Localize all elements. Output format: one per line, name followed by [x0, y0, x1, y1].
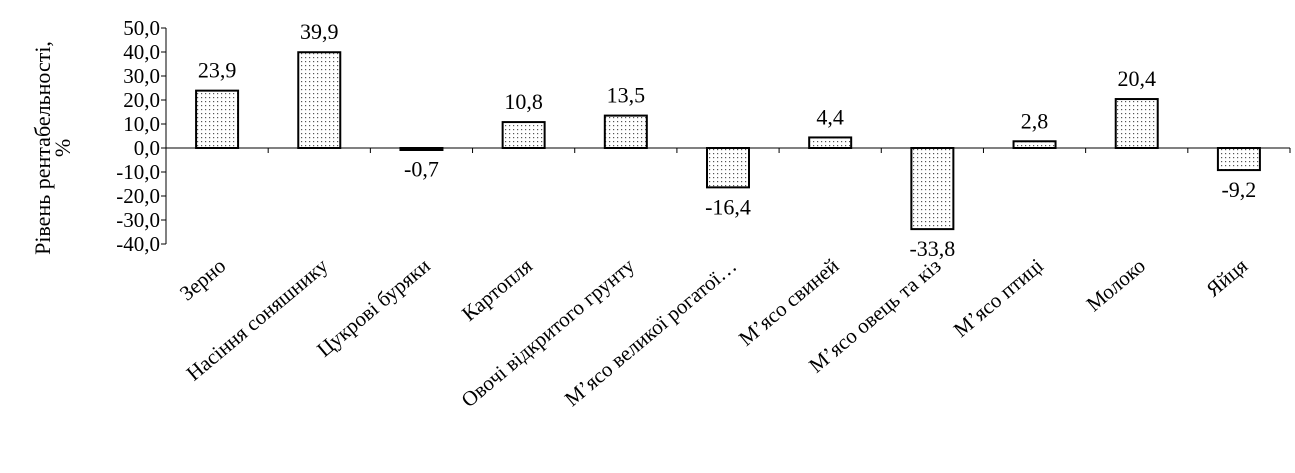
data-label: -0,7	[404, 157, 439, 182]
bar	[1114, 98, 1159, 149]
data-label: 13,5	[607, 83, 646, 108]
bar	[603, 114, 648, 149]
category-label: Зерно	[175, 253, 230, 305]
y-tick-label: 30,0	[123, 64, 160, 88]
category-label: Овочі відкритого грунту	[456, 253, 639, 412]
y-tick-label: -40,0	[116, 232, 160, 256]
data-label: -16,4	[705, 194, 751, 219]
data-label: 23,9	[198, 58, 237, 83]
data-label: 4,4	[816, 104, 844, 129]
y-tick-label: -10,0	[116, 160, 160, 184]
bar	[1216, 147, 1261, 172]
category-label: Яйця	[1201, 253, 1252, 301]
data-label: 20,4	[1117, 66, 1156, 91]
category-label: Картопля	[457, 253, 537, 326]
y-tick-label: 40,0	[123, 40, 160, 64]
bar	[1012, 140, 1057, 149]
category-label: М’ясо великої рогатої…	[560, 253, 741, 411]
y-tick-label: 0,0	[134, 136, 160, 160]
data-label: -33,8	[909, 236, 955, 261]
y-tick-label: -20,0	[116, 184, 160, 208]
bar	[910, 147, 955, 231]
y-axis-title-line1: Рівень рентабельності,	[30, 41, 55, 255]
data-label: 39,9	[300, 19, 339, 44]
category-label: М’ясо птиці	[949, 253, 1048, 342]
y-tick-label: 50,0	[123, 16, 160, 40]
data-label: -9,2	[1221, 177, 1256, 202]
data-label: 10,8	[504, 89, 543, 114]
bar	[808, 136, 853, 150]
bar	[195, 89, 240, 149]
category-label: Молоко	[1082, 253, 1150, 316]
y-tick-label: 20,0	[123, 88, 160, 112]
bar	[399, 147, 444, 151]
y-tick-label: -30,0	[116, 208, 160, 232]
bar	[297, 51, 342, 150]
category-label: М’ясо свиней	[734, 253, 843, 350]
y-axis-title: Рівень рентабельності, %	[30, 41, 75, 255]
bar	[706, 147, 750, 189]
y-tick-label: 10,0	[123, 112, 160, 136]
bar	[501, 121, 546, 150]
data-label: 2,8	[1021, 108, 1049, 133]
y-axis-title-line2: %	[50, 139, 75, 157]
